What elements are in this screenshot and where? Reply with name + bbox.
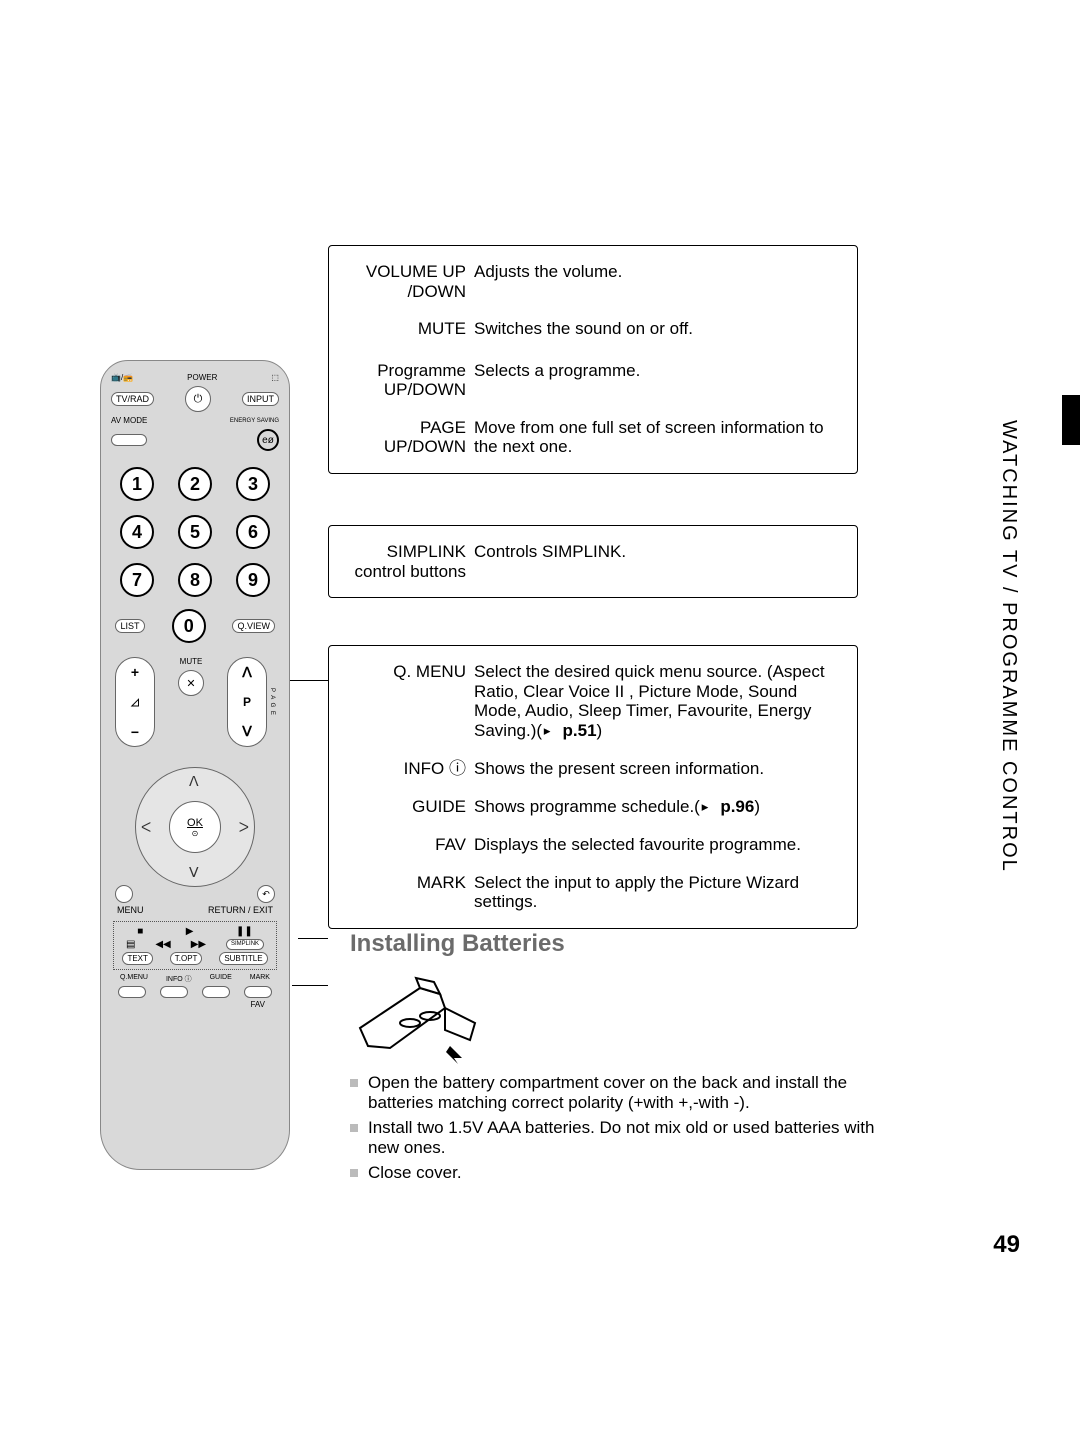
label-programme: Programme UP/DOWN — [349, 361, 474, 400]
text-volume: Adjusts the volume. — [474, 262, 837, 301]
av-mode-button — [111, 434, 147, 446]
install-bullets: Open the battery compartment cover on th… — [350, 1073, 880, 1183]
simplink-button: SIMPLINK — [226, 939, 264, 950]
num-3: 3 — [236, 467, 270, 501]
nav-left-icon: ᐸ — [141, 819, 151, 836]
label-mark: MARK — [349, 873, 474, 912]
num-8: 8 — [178, 563, 212, 597]
num-6: 6 — [236, 515, 270, 549]
return-button: ↶ — [257, 885, 275, 903]
num-9: 9 — [236, 563, 270, 597]
label-page: PAGE UP/DOWN — [349, 418, 474, 457]
num-4: 4 — [120, 515, 154, 549]
page-tab — [1062, 395, 1080, 445]
vol-icon: ◿ — [131, 697, 139, 708]
small-left-button — [115, 885, 133, 903]
text-button: TEXT — [122, 952, 152, 965]
text-info: Shows the present screen information. — [474, 759, 837, 779]
return-exit-label: RETURN / EXIT — [208, 905, 273, 915]
battery-illustration — [350, 968, 490, 1068]
power-label: POWER — [187, 373, 217, 382]
text-guide: Shows programme schedule.(▸ p.96) — [474, 797, 837, 818]
play-icon: ▶ — [186, 926, 194, 937]
av-mode-label: AV MODE — [111, 416, 147, 425]
rewind-icon: ◀◀ — [155, 939, 170, 950]
connector-line — [292, 985, 328, 986]
prog-up-icon: ᐱ — [242, 664, 252, 681]
bullet-1: Open the battery compartment cover on th… — [350, 1073, 880, 1112]
nav-right-icon: ᐳ — [239, 819, 249, 836]
text-mute: Switches the sound on or off. — [474, 319, 837, 339]
power-button: ⏻ — [185, 386, 211, 412]
p-label: P — [243, 695, 251, 709]
install-heading: Installing Batteries — [350, 930, 880, 958]
forward-icon: ▶▶ — [191, 939, 206, 950]
text-fav: Displays the selected favourite programm… — [474, 835, 837, 855]
nav-down-icon: ᐯ — [189, 864, 199, 881]
desc-box-simplink: SIMPLINK control buttons Controls SIMPLI… — [328, 525, 858, 598]
vol-down-icon: − — [131, 724, 139, 740]
media-control-box: ■ ▶ ❚❚ ▤ ◀◀ ▶▶ SIMPLINK TEXT T.OPT SUBTI… — [113, 921, 277, 970]
list-button: LIST — [115, 619, 145, 633]
fav-label: FAV — [111, 1000, 279, 1009]
pause-icon: ❚❚ — [236, 926, 253, 937]
text-mark: Select the input to apply the Picture Wi… — [474, 873, 837, 912]
color-button-red — [118, 986, 146, 998]
input-source-icon: ⬚ — [271, 373, 279, 382]
subtitle-button: SUBTITLE — [219, 952, 267, 965]
bullet-3: Close cover. — [350, 1163, 880, 1183]
nav-up-icon: ᐱ — [189, 773, 199, 790]
text-page: Move from one full set of screen informa… — [474, 418, 837, 457]
volume-rocker: + ◿ − — [115, 657, 155, 747]
teletext-icon: ▤ — [126, 939, 135, 950]
bottom-labels: Q.MENU INFO ⓘ GUIDE MARK — [111, 974, 279, 984]
connector-line — [298, 938, 328, 939]
desc-box-qmenu: Q. MENU Select the desired quick menu so… — [328, 645, 858, 929]
programme-rocker: ᐱ P ᐯ — [227, 657, 267, 747]
qview-button: Q.VIEW — [232, 619, 275, 633]
page-label: P A G E — [269, 688, 275, 716]
num-1: 1 — [120, 467, 154, 501]
label-fav: FAV — [349, 835, 474, 855]
label-volume: VOLUME UP /DOWN — [349, 262, 474, 301]
input-button: INPUT — [242, 392, 279, 406]
text-qmenu: Select the desired quick menu source. (A… — [474, 662, 837, 741]
text-simplink: Controls SIMPLINK. — [474, 542, 837, 581]
label-mute: MUTE — [349, 319, 474, 339]
energy-saving-label: ENERGY SAVING — [230, 418, 279, 424]
prog-down-icon: ᐯ — [242, 723, 252, 740]
text-programme: Selects a programme. — [474, 361, 837, 400]
label-qmenu: Q. MENU — [349, 662, 474, 741]
label-info: INFO ⓘ — [349, 759, 474, 779]
mute-button: ✕ — [178, 670, 204, 696]
color-button-blue — [244, 986, 272, 998]
num-7: 7 — [120, 563, 154, 597]
topt-button: T.OPT — [170, 952, 203, 965]
section-title: WATCHING TV / PROGRAMME CONTROL — [997, 420, 1020, 873]
desc-box-volume: VOLUME UP /DOWN Adjusts the volume. MUTE… — [328, 245, 858, 474]
nav-wheel: ᐱ ᐯ ᐸ ᐳ OK ⊙ — [135, 767, 255, 887]
manual-page: WATCHING TV / PROGRAMME CONTROL 49 📺/📻 P… — [0, 0, 1080, 1439]
mute-label: MUTE — [180, 657, 203, 666]
bullet-2: Install two 1.5V AAA batteries. Do not m… — [350, 1118, 880, 1157]
number-keypad: 1 2 3 4 5 6 7 8 9 — [111, 455, 279, 605]
tv-rad-button: TV/RAD — [111, 392, 154, 406]
page-number: 49 — [993, 1231, 1020, 1259]
label-simplink: SIMPLINK control buttons — [349, 542, 474, 581]
num-2: 2 — [178, 467, 212, 501]
color-button-green — [160, 986, 188, 998]
color-button-yellow — [202, 986, 230, 998]
energy-saving-button: eø — [257, 429, 279, 451]
tv-rad-icon: 📺/📻 — [111, 373, 133, 382]
num-0: 0 — [172, 609, 206, 643]
remote-illustration: 📺/📻 POWER ⬚ TV/RAD ⏻ INPUT AV MODE ENERG… — [100, 360, 290, 1170]
ok-button: OK ⊙ — [169, 801, 221, 853]
menu-label: MENU — [117, 905, 144, 915]
stop-icon: ■ — [137, 926, 143, 937]
label-guide: GUIDE — [349, 797, 474, 818]
vol-up-icon: + — [131, 664, 139, 680]
num-5: 5 — [178, 515, 212, 549]
installing-batteries-section: Installing Batteries Open the battery co… — [350, 930, 880, 1189]
